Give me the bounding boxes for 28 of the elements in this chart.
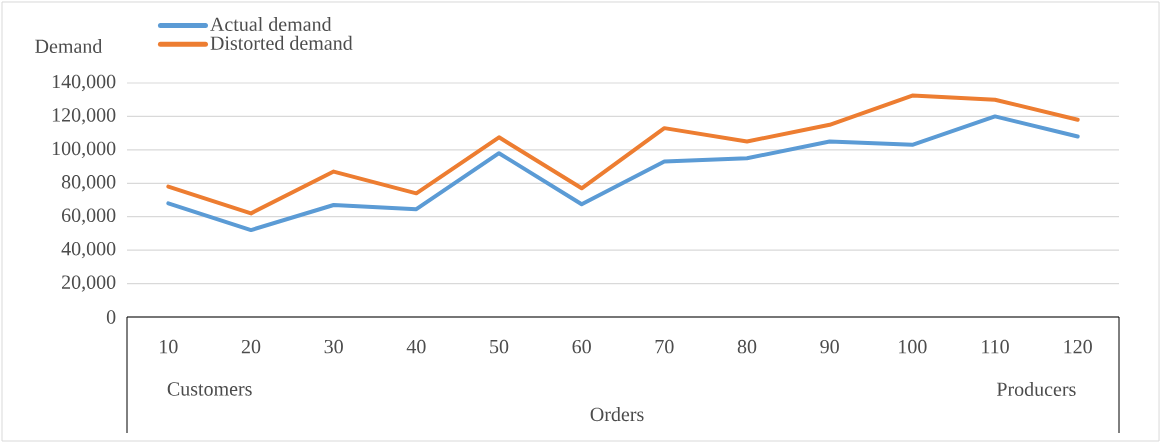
legend-label: Actual demand bbox=[210, 16, 332, 32]
text: Customers bbox=[167, 382, 252, 396]
x-tick-label: 20 bbox=[241, 339, 261, 354]
text: Producers bbox=[996, 381, 1076, 397]
y-tick-label: 80,000 bbox=[61, 175, 116, 192]
x-tick-label: 30 bbox=[324, 339, 343, 354]
y-tick-label: 120,000 bbox=[52, 108, 116, 125]
y-axis-title: Demand bbox=[35, 38, 103, 54]
x-tick-label: 40 bbox=[406, 339, 426, 354]
x-tick-label: 90 bbox=[820, 339, 839, 354]
y-tick-label: 40,000 bbox=[61, 241, 116, 259]
y-tick-label: 60,000 bbox=[61, 208, 116, 225]
y-tick-label: 20,000 bbox=[62, 275, 116, 292]
x-tick-label: 110 bbox=[982, 339, 1009, 354]
x-tick-label: 10 bbox=[160, 339, 178, 354]
y-tick-label: 0 bbox=[106, 310, 116, 324]
y-tick-label: 100,000 bbox=[52, 141, 116, 159]
x-tick-label: 50 bbox=[490, 339, 509, 354]
x-tick-label: 60 bbox=[572, 339, 591, 354]
x-tick-label: 80 bbox=[737, 339, 757, 354]
x-tick-label: 100 bbox=[899, 339, 927, 354]
x-axis-title: Orders bbox=[590, 407, 644, 422]
line-series bbox=[166, 114, 1080, 233]
x-tick-label: 120 bbox=[1064, 339, 1092, 354]
legend-label: Distorted demand bbox=[210, 35, 353, 50]
x-tick-label: 70 bbox=[655, 339, 674, 354]
y-tick-label: 140,000 bbox=[52, 74, 116, 92]
line-series bbox=[166, 93, 1080, 216]
